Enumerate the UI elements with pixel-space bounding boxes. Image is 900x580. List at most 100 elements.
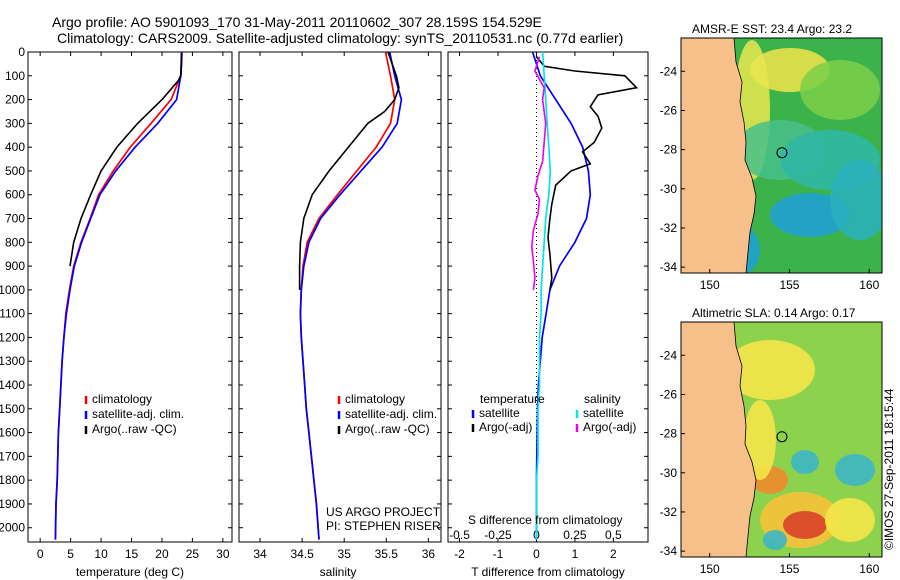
x-tick-label: 0 — [533, 547, 540, 561]
map-y-tick-label: -28 — [660, 143, 678, 157]
series-line-argo-raw-qc- — [298, 52, 400, 290]
y-tick-label: 2000 — [0, 521, 25, 535]
s-difference-label: S difference from climatology — [468, 513, 623, 527]
legend-label: satellite-adj. clim. — [92, 407, 184, 421]
sla-argo-marker — [776, 431, 788, 443]
y-tick-label: 1400 — [0, 378, 25, 392]
legend-label: climatology — [92, 392, 152, 406]
sla-field-patch — [763, 530, 787, 550]
legend-label: Argo(-adj) — [479, 420, 532, 434]
salinity-xlabel: salinity — [320, 565, 357, 579]
sla-map-panel: Altimetric SLA: 0.14 Argo: 0.17 150 155 16… — [660, 306, 883, 576]
legend-label: satellite-adj. clim. — [345, 407, 437, 421]
x-tick-label: 1 — [572, 547, 579, 561]
x-tick-label: 15 — [125, 547, 139, 561]
y-tick-label: 1200 — [0, 330, 25, 344]
y-tick-label: 800 — [5, 235, 25, 249]
y-tick-label: 1700 — [0, 449, 25, 463]
y-tick-label: 300 — [5, 116, 25, 130]
map-y-tick-label: -34 — [660, 260, 678, 274]
map-x-tick-label: 150 — [700, 562, 720, 576]
legend-label: Argo(-adj) — [583, 420, 636, 434]
temperature-axes — [27, 51, 233, 543]
sla-map-title: Altimetric SLA: 0.14 Argo: 0.17 — [692, 306, 856, 320]
sst-map-land — [681, 38, 757, 273]
sla-field-patch — [725, 340, 815, 400]
y-tick-label: 900 — [5, 259, 25, 273]
legend-label: Argo(..raw -QC) — [92, 422, 177, 436]
x-tick-label: 2 — [610, 547, 617, 561]
y-tick-label: 1500 — [0, 402, 25, 416]
y-tick-label: 1900 — [0, 497, 25, 511]
legend-label: satellite — [583, 406, 624, 420]
map-y-tick-label: -32 — [660, 505, 678, 519]
header-line1: Argo profile: AO 5901093_170 31-May-2011… — [52, 14, 542, 30]
s-tick-label: -0.25 — [484, 528, 512, 542]
legend-label: satellite — [479, 406, 520, 420]
map-y-tick-label: -34 — [660, 544, 678, 558]
t-difference-label: T difference from climatology — [471, 565, 625, 579]
y-tick-label: 1600 — [0, 426, 25, 440]
map-y-tick-label: -24 — [660, 348, 678, 362]
sst-argo-marker — [776, 147, 788, 159]
s-tick-label: 0.5 — [605, 528, 622, 542]
x-tick-label: 35 — [338, 547, 352, 561]
series-line-argo-adj- — [530, 56, 547, 291]
series-line-satellite-adj-clim- — [54, 52, 183, 540]
sst-field-patch — [830, 160, 882, 240]
sst-map-title: AMSR-E SST: 23.4 Argo: 23.2 — [692, 22, 852, 36]
sst-map-panel: AMSR-E SST: 23.4 Argo: 23.2 150 155 160 -24… — [660, 22, 883, 292]
series-line-argo-adj- — [535, 56, 639, 291]
legend-label: Argo(..raw -QC) — [345, 422, 430, 436]
temperature-panel: 0100200300400500600700800900100011001200… — [0, 45, 233, 579]
map-x-tick-label: 150 — [700, 278, 720, 292]
legend-label: temperature — [480, 392, 545, 406]
map-y-tick-label: -30 — [660, 182, 678, 196]
x-tick-label: -2 — [454, 547, 465, 561]
imos-stamp: ©IMOS 27-Sep-2011 18:15:44 — [882, 388, 896, 550]
legend-label: salinity — [584, 392, 621, 406]
y-tick-label: 0 — [18, 45, 25, 59]
s-tick-label: 0.25 — [563, 528, 587, 542]
x-tick-label: 20 — [155, 547, 169, 561]
x-tick-label: 0 — [37, 547, 44, 561]
y-tick-label: 1100 — [0, 307, 25, 321]
header-line2: Climatology: CARS2009. Satellite-adjuste… — [57, 30, 623, 46]
salinity-panel: 34 34.5 35 35.5 36 climatologysatellite-adj.… — [238, 51, 442, 579]
map-y-tick-label: -26 — [660, 387, 678, 401]
map-y-tick-label: -24 — [660, 64, 678, 78]
x-tick-label: 35.5 — [375, 547, 399, 561]
y-tick-label: 1000 — [0, 283, 25, 297]
x-tick-label: -1 — [493, 547, 504, 561]
x-tick-label: 36 — [422, 547, 436, 561]
series-line-satellite-adj-clim- — [299, 52, 403, 540]
map-y-tick-label: -32 — [660, 221, 678, 235]
pi-annotation: PI: STEPHEN RISER — [326, 519, 441, 533]
project-annotation: US ARGO PROJECT — [326, 505, 441, 519]
temperature-xlabel: temperature (deg C) — [76, 565, 184, 579]
sla-field-patch — [791, 450, 819, 474]
series-line-argo-raw-qc- — [69, 53, 183, 267]
sst-field-patch — [800, 60, 880, 120]
legend-label: climatology — [345, 392, 405, 406]
y-tick-label: 400 — [5, 140, 25, 154]
map-y-tick-label: -28 — [660, 427, 678, 441]
sla-map-frame — [680, 321, 883, 558]
x-tick-label: 5 — [67, 547, 74, 561]
map-x-tick-label: 155 — [779, 278, 799, 292]
y-tick-label: 1800 — [0, 473, 25, 487]
map-x-tick-label: 160 — [859, 278, 879, 292]
y-tick-label: 500 — [5, 164, 25, 178]
y-tick-label: 1300 — [0, 354, 25, 368]
map-x-tick-label: 155 — [779, 562, 799, 576]
x-tick-label: 30 — [216, 547, 230, 561]
sla-field-patch — [825, 498, 875, 542]
sla-field-patch — [835, 454, 875, 486]
sla-field-patch — [744, 400, 776, 480]
sst-map-frame — [680, 37, 883, 274]
map-y-tick-label: -26 — [660, 103, 678, 117]
map-y-tick-label: -30 — [660, 466, 678, 480]
difference-panel: -2 -1 0 1 2-0.5 -0.25 0 0.25 0.5 temperaturesate… — [447, 51, 649, 579]
y-tick-label: 700 — [5, 212, 25, 226]
sla-map-land — [681, 322, 757, 557]
